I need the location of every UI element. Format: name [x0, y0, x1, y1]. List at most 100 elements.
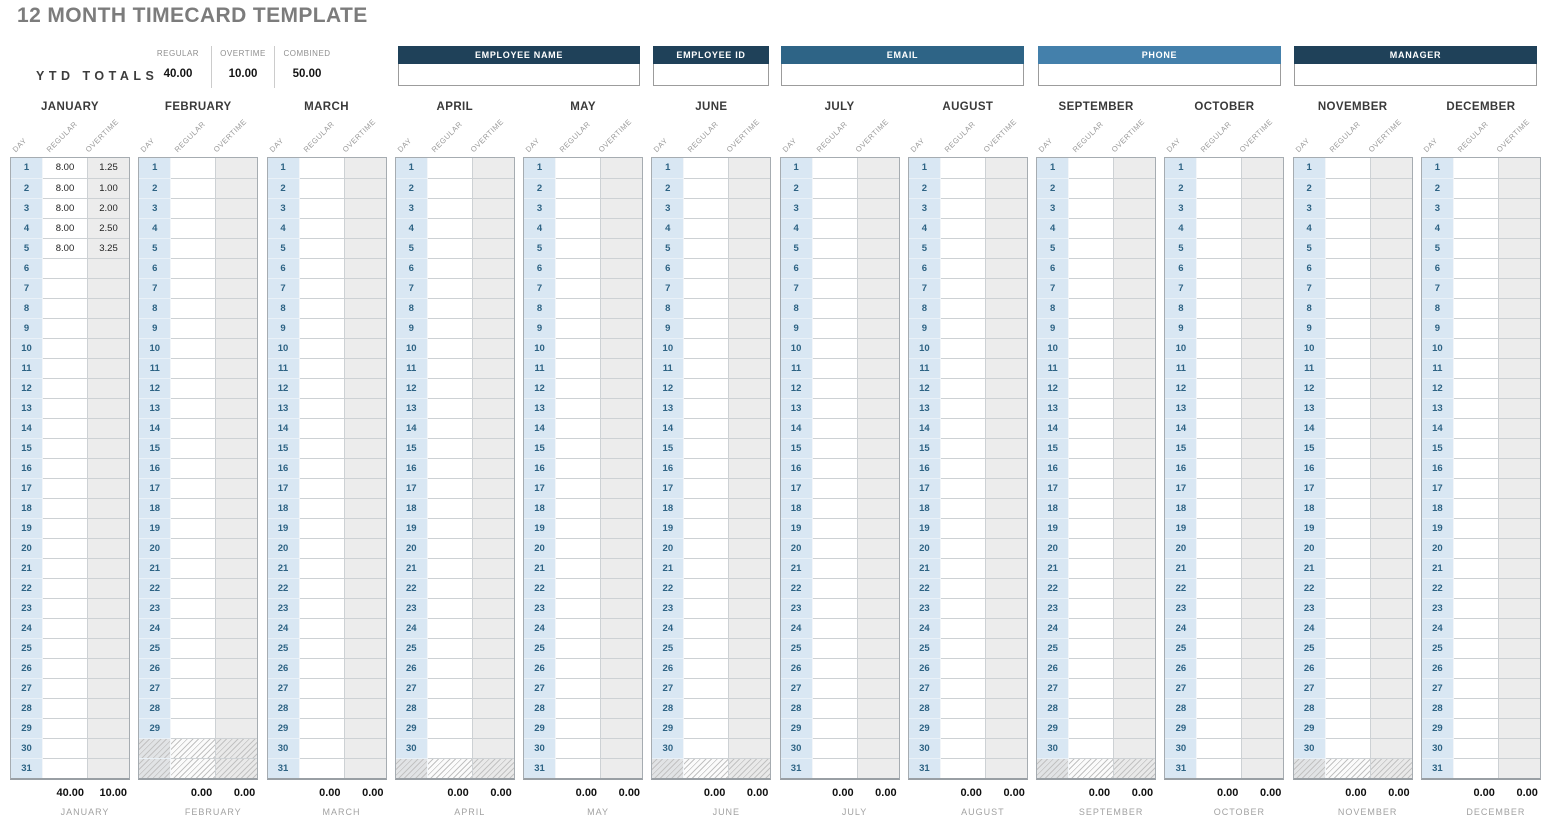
regular-hours-cell[interactable]	[556, 578, 602, 598]
overtime-hours-cell[interactable]	[985, 698, 1027, 718]
overtime-hours-cell[interactable]	[1242, 198, 1284, 218]
regular-hours-cell[interactable]	[1197, 158, 1243, 178]
overtime-hours-cell[interactable]	[344, 298, 386, 318]
regular-hours-cell[interactable]	[1069, 198, 1115, 218]
regular-hours-cell[interactable]	[43, 518, 88, 538]
overtime-hours-cell[interactable]	[1242, 358, 1284, 378]
overtime-hours-cell[interactable]	[601, 178, 643, 198]
overtime-hours-cell[interactable]	[344, 458, 386, 478]
overtime-hours-cell[interactable]	[985, 178, 1027, 198]
overtime-hours-cell[interactable]	[1498, 238, 1540, 258]
overtime-hours-cell[interactable]	[601, 398, 643, 418]
regular-hours-cell[interactable]	[427, 378, 473, 398]
regular-hours-cell[interactable]	[684, 238, 730, 258]
regular-hours-cell[interactable]	[940, 198, 986, 218]
overtime-hours-cell[interactable]	[216, 398, 258, 418]
regular-hours-cell[interactable]	[812, 258, 858, 278]
overtime-hours-cell[interactable]	[1370, 218, 1412, 238]
regular-hours-cell[interactable]	[43, 738, 88, 758]
regular-hours-cell[interactable]	[812, 658, 858, 678]
regular-hours-cell[interactable]	[171, 278, 217, 298]
overtime-hours-cell[interactable]	[1114, 278, 1156, 298]
overtime-hours-cell[interactable]	[1242, 318, 1284, 338]
regular-hours-cell[interactable]	[171, 558, 217, 578]
regular-hours-cell[interactable]	[1325, 418, 1371, 438]
overtime-hours-cell[interactable]	[601, 718, 643, 738]
overtime-hours-cell[interactable]	[985, 338, 1027, 358]
overtime-hours-cell[interactable]	[1114, 238, 1156, 258]
regular-hours-cell[interactable]	[1069, 238, 1115, 258]
overtime-hours-cell[interactable]	[729, 678, 771, 698]
overtime-hours-cell[interactable]	[216, 298, 258, 318]
regular-hours-cell[interactable]	[1197, 598, 1243, 618]
regular-hours-cell[interactable]	[43, 298, 88, 318]
regular-hours-cell[interactable]	[812, 198, 858, 218]
regular-hours-cell[interactable]	[299, 198, 345, 218]
overtime-hours-cell[interactable]	[857, 458, 899, 478]
overtime-hours-cell[interactable]	[1370, 418, 1412, 438]
overtime-hours-cell[interactable]	[1242, 498, 1284, 518]
overtime-hours-cell[interactable]	[88, 558, 129, 578]
overtime-hours-cell[interactable]	[344, 558, 386, 578]
overtime-hours-cell[interactable]	[344, 538, 386, 558]
overtime-hours-cell[interactable]	[1242, 398, 1284, 418]
regular-hours-cell[interactable]	[43, 538, 88, 558]
regular-hours-cell[interactable]	[1453, 438, 1499, 458]
regular-hours-cell[interactable]	[684, 158, 730, 178]
overtime-hours-cell[interactable]	[729, 198, 771, 218]
regular-hours-cell[interactable]	[1325, 258, 1371, 278]
regular-hours-cell[interactable]	[1197, 338, 1243, 358]
regular-hours-cell[interactable]	[684, 538, 730, 558]
regular-hours-cell[interactable]	[812, 558, 858, 578]
overtime-hours-cell[interactable]	[1114, 698, 1156, 718]
overtime-hours-cell[interactable]	[216, 718, 258, 738]
regular-hours-cell[interactable]	[1453, 478, 1499, 498]
regular-hours-cell[interactable]	[299, 618, 345, 638]
regular-hours-cell[interactable]	[940, 658, 986, 678]
overtime-hours-cell[interactable]	[985, 318, 1027, 338]
regular-hours-cell[interactable]	[812, 618, 858, 638]
regular-hours-cell[interactable]	[427, 178, 473, 198]
overtime-hours-cell[interactable]	[1498, 638, 1540, 658]
overtime-hours-cell[interactable]	[729, 178, 771, 198]
overtime-hours-cell[interactable]	[216, 498, 258, 518]
regular-hours-cell[interactable]	[1453, 738, 1499, 758]
regular-hours-cell[interactable]	[1069, 498, 1115, 518]
regular-hours-cell[interactable]	[299, 518, 345, 538]
overtime-hours-cell[interactable]	[601, 478, 643, 498]
overtime-hours-cell[interactable]	[1370, 638, 1412, 658]
overtime-hours-cell[interactable]	[985, 378, 1027, 398]
overtime-hours-cell[interactable]	[1370, 198, 1412, 218]
regular-hours-cell[interactable]	[1325, 498, 1371, 518]
overtime-hours-cell[interactable]	[1370, 358, 1412, 378]
regular-hours-cell[interactable]	[299, 718, 345, 738]
overtime-hours-cell[interactable]	[216, 178, 258, 198]
overtime-hours-cell[interactable]	[1370, 258, 1412, 278]
regular-hours-cell[interactable]	[43, 478, 88, 498]
overtime-hours-cell[interactable]	[216, 198, 258, 218]
regular-hours-cell[interactable]	[1325, 698, 1371, 718]
overtime-hours-cell[interactable]	[88, 538, 129, 558]
regular-hours-cell[interactable]	[427, 658, 473, 678]
regular-hours-cell[interactable]	[427, 218, 473, 238]
overtime-hours-cell[interactable]	[472, 578, 514, 598]
regular-hours-cell[interactable]	[427, 238, 473, 258]
overtime-hours-cell[interactable]	[1370, 338, 1412, 358]
overtime-hours-cell[interactable]	[1114, 738, 1156, 758]
regular-hours-cell[interactable]	[299, 558, 345, 578]
overtime-hours-cell[interactable]	[1114, 318, 1156, 338]
overtime-hours-cell[interactable]	[601, 658, 643, 678]
regular-hours-cell[interactable]	[1197, 198, 1243, 218]
overtime-hours-cell[interactable]	[1114, 678, 1156, 698]
regular-hours-cell[interactable]	[1453, 158, 1499, 178]
regular-hours-cell[interactable]	[1453, 378, 1499, 398]
overtime-hours-cell[interactable]	[985, 498, 1027, 518]
regular-hours-cell[interactable]	[684, 598, 730, 618]
overtime-hours-cell[interactable]	[1498, 558, 1540, 578]
regular-hours-cell[interactable]	[43, 698, 88, 718]
overtime-hours-cell[interactable]	[1114, 458, 1156, 478]
overtime-hours-cell[interactable]	[472, 358, 514, 378]
overtime-hours-cell[interactable]	[985, 558, 1027, 578]
regular-hours-cell[interactable]	[1069, 318, 1115, 338]
regular-hours-cell[interactable]	[43, 338, 88, 358]
